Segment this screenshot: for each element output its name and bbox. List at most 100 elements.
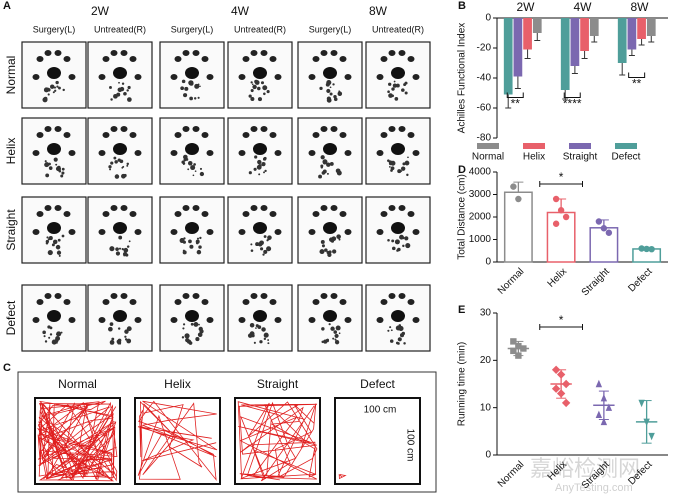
paw-pad: [253, 222, 267, 234]
paw-speck: [251, 83, 254, 86]
paw-speck: [121, 82, 125, 85]
paw-speck: [45, 239, 50, 244]
paw-toe: [274, 150, 282, 156]
paw-speck: [400, 166, 406, 171]
paw-toe: [339, 56, 347, 62]
footprint-tile: [21, 41, 87, 109]
paw-toe: [330, 205, 338, 211]
bar: [513, 18, 523, 77]
paw-toe: [260, 205, 268, 211]
paw-toe: [44, 50, 52, 56]
paw-toe: [110, 293, 118, 299]
paw-speck: [333, 97, 338, 102]
paw-speck: [123, 92, 127, 96]
row-label: Defect: [4, 300, 18, 335]
data-point: [595, 379, 603, 388]
arena-label: Helix: [164, 377, 191, 391]
data-point: [520, 345, 527, 352]
paw-pad: [391, 222, 405, 234]
paw-speck: [123, 247, 129, 253]
paw-speck: [199, 236, 202, 240]
paw-speck: [402, 244, 405, 248]
paw-speck: [258, 173, 261, 176]
paw-speck: [389, 326, 392, 329]
paw-speck: [335, 325, 341, 331]
paw-pad: [47, 222, 61, 234]
paw-toe: [110, 205, 118, 211]
sig-label: **: [632, 77, 642, 91]
paw-speck: [399, 234, 404, 240]
paw-speck: [128, 240, 131, 243]
paw-speck: [404, 236, 409, 241]
paw-toe: [68, 150, 76, 156]
paw-pad: [323, 310, 337, 322]
paw-speck: [403, 342, 406, 345]
x-tick-label: Helix: [546, 266, 570, 290]
bar: [589, 18, 599, 36]
paw-toe: [206, 229, 214, 235]
paw-speck: [45, 173, 50, 178]
paw-toe: [344, 150, 352, 156]
paw-speck: [109, 246, 115, 252]
paw-speck: [318, 174, 322, 179]
paw-toe: [36, 132, 44, 138]
paw-toe: [54, 205, 62, 211]
paw-pad: [47, 143, 61, 155]
paw-speck: [257, 97, 262, 102]
paw-speck: [188, 239, 192, 244]
paw-toe: [308, 229, 316, 235]
paw-speck: [321, 340, 324, 344]
paw-speck: [113, 93, 118, 99]
paw-toe: [174, 211, 182, 217]
paw-toe: [330, 126, 338, 132]
paw-speck: [111, 337, 115, 341]
paw-toe: [238, 74, 246, 80]
paw-speck: [390, 169, 393, 172]
paw-speck: [327, 252, 332, 257]
paw-speck: [329, 92, 333, 96]
paw-speck: [187, 168, 190, 171]
paw-toe: [260, 293, 268, 299]
paw-speck: [126, 338, 132, 344]
data-point: [552, 220, 560, 227]
x-tick-label: 2W: [517, 0, 536, 14]
paw-speck: [57, 238, 61, 242]
paw-speck: [109, 322, 114, 326]
paw-speck: [126, 89, 129, 92]
panel-letter: A: [3, 0, 11, 12]
paw-speck: [124, 329, 129, 334]
paw-speck: [48, 236, 53, 241]
paw-speck: [115, 251, 121, 256]
paw-speck: [338, 238, 341, 241]
legend-label: Helix: [523, 152, 545, 163]
paw-pad: [185, 67, 199, 79]
paw-speck: [334, 340, 340, 345]
paw-pad: [253, 143, 267, 155]
paw-speck: [190, 165, 196, 171]
paw-toe: [206, 317, 214, 323]
paw-speck: [47, 93, 50, 96]
paw-speck: [263, 162, 266, 165]
paw-speck: [61, 171, 65, 175]
paw-speck: [407, 156, 409, 159]
paw-pad: [113, 222, 127, 234]
paw-speck: [329, 86, 332, 89]
paw-speck: [249, 322, 255, 328]
paw-speck: [179, 238, 185, 244]
bar: [503, 191, 533, 263]
paw-speck: [333, 330, 338, 334]
paw-speck: [264, 169, 267, 173]
panel-letter: D: [458, 164, 466, 176]
watermark: AnyTesting.com: [555, 482, 633, 494]
paw-speck: [267, 238, 270, 241]
paw-speck: [109, 340, 115, 345]
paw-speck: [122, 165, 125, 168]
paw-speck: [48, 336, 51, 339]
y-tick-label: 1000: [469, 234, 492, 245]
data-point: [510, 183, 517, 190]
paw-speck: [198, 323, 200, 326]
paw-speck: [394, 97, 399, 101]
paw-speck: [47, 325, 51, 329]
data-point: [551, 365, 561, 374]
paw-toe: [182, 205, 190, 211]
